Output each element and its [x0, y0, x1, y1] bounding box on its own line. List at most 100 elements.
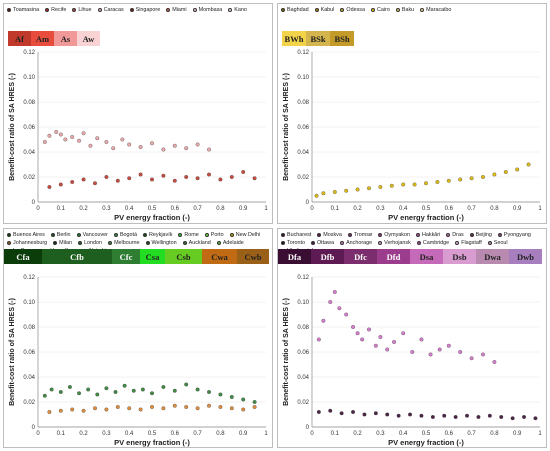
y-axis-label: Benefit-cost ratio of SA HRES (-) [283, 73, 290, 181]
legend-entry: Seoul [487, 239, 508, 247]
chart-panel-arid: Baghdad Kabul Odessa Cairo Baku Maracaibo BWh… [277, 3, 547, 224]
climate-class-band: BSk [306, 31, 330, 46]
data-point [321, 191, 326, 196]
data-point [47, 185, 52, 189]
legend-marker [317, 233, 322, 237]
legend-label: Beijing [475, 232, 492, 238]
legend-entry: Dras [446, 231, 464, 239]
data-point [469, 356, 474, 361]
legend-row: Toamasina Recife Lihue Caracas Singapore Miam… [7, 6, 269, 14]
data-point [150, 405, 154, 409]
x-tick-label: 0.7 [193, 431, 202, 437]
y-tick-label: 0.12 [23, 275, 35, 281]
climate-class-band: Cfb [42, 249, 112, 264]
data-point [81, 131, 86, 136]
data-point [321, 318, 326, 323]
legend-label: Reykjavík [149, 232, 173, 238]
legend-label: Moskva [323, 232, 342, 238]
x-tick-label: 0.2 [353, 431, 362, 437]
data-point [184, 382, 189, 387]
data-point [150, 391, 154, 396]
data-point [81, 408, 86, 413]
data-point [207, 172, 211, 177]
data-point [127, 176, 132, 181]
data-point [314, 193, 319, 198]
x-tick-label: 0 [36, 206, 40, 212]
data-point [42, 393, 47, 398]
data-point [218, 177, 223, 182]
data-point [401, 182, 406, 187]
data-point [435, 180, 440, 184]
data-point [339, 411, 344, 416]
legend-entry: Bogotá [113, 231, 137, 239]
x-tick-label: 1 [264, 431, 268, 437]
climate-class-band: Dsa [410, 249, 443, 264]
legend-entry: Verhojansk [378, 239, 411, 247]
legend-label: Verhojansk [384, 240, 411, 246]
x-tick-label: 0.4 [125, 206, 134, 212]
y-tick-label: 0.08 [23, 100, 35, 106]
legend-entry: Milan [53, 239, 72, 247]
climate-class-band: Dwb [509, 249, 542, 264]
x-tick-label: 0.2 [79, 431, 88, 437]
x-tick-label: 0.9 [239, 431, 248, 437]
data-point [373, 411, 378, 416]
legend-label: Bucharest [287, 232, 312, 238]
data-point [465, 413, 469, 418]
legend-marker [108, 241, 113, 245]
data-point [161, 147, 166, 152]
legend-row: Baghdad Kabul Odessa Cairo Baku Maracaibo [281, 6, 543, 14]
data-point [122, 383, 127, 388]
data-point [58, 132, 63, 137]
data-point [408, 412, 412, 417]
legend-label: Baghdad [287, 7, 309, 13]
legend-label: Hakkâri [422, 232, 441, 238]
data-point [458, 350, 463, 354]
legend-entry: Kano [228, 6, 247, 14]
data-point [453, 415, 458, 419]
data-point [88, 143, 93, 148]
legend-entry: London [78, 239, 102, 247]
y-tick-label: 0.10 [297, 300, 309, 306]
data-point [58, 390, 63, 394]
x-tick-label: 0.2 [79, 206, 88, 212]
y-tick-label: 0.02 [23, 175, 35, 181]
y-tick-label: 0.08 [23, 325, 35, 331]
climate-class-band: Dfc [344, 249, 377, 264]
data-point [104, 175, 109, 179]
x-tick-label: 0.6 [171, 431, 180, 437]
data-point [229, 406, 234, 411]
legend-marker [420, 8, 425, 12]
data-point [337, 306, 342, 311]
climate-band-strip: BWh BSk BSh [282, 31, 354, 46]
data-point [344, 312, 349, 317]
climate-class-band: Aw [77, 31, 100, 46]
data-point [70, 180, 75, 184]
x-axis-label: PV energy fraction (-) [388, 213, 464, 222]
legend-label: Mombasa [198, 7, 223, 13]
data-point [67, 385, 72, 389]
x-tick-label: 0 [36, 431, 40, 437]
data-point [503, 170, 508, 174]
data-point [184, 146, 189, 151]
data-point [207, 147, 211, 152]
climate-class-band: Dfb [311, 249, 344, 264]
data-point [172, 143, 177, 148]
legend-marker [192, 8, 197, 12]
legend-label: Singapore [135, 7, 161, 13]
x-tick-label: 0.5 [148, 206, 157, 212]
data-point [63, 137, 68, 142]
data-point [481, 175, 485, 179]
data-point [229, 395, 234, 399]
legend-entry: Maracaibo [420, 6, 451, 14]
climate-band-strip: Af Am As Aw [8, 31, 100, 46]
legend-marker [395, 8, 400, 12]
legend-entry: Miami [166, 6, 187, 14]
legend-label: Rome [184, 232, 199, 238]
data-point [419, 413, 424, 418]
y-tick-label: 0 [306, 200, 310, 206]
legend-marker [281, 241, 285, 245]
legend-marker [72, 8, 77, 12]
legend-entry: Beijing [469, 231, 492, 239]
data-point [131, 388, 136, 393]
